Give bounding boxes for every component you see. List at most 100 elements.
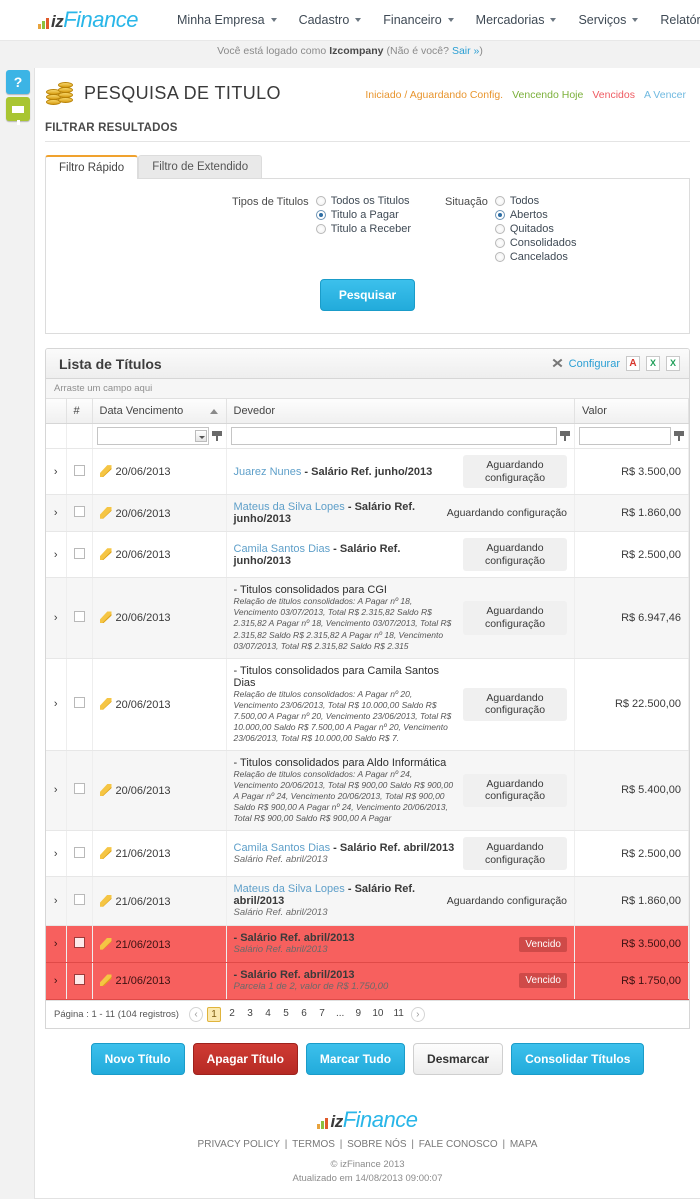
edit-pencil-icon[interactable] (100, 611, 112, 623)
table-row[interactable]: › 20/06/2013 Camila Santos Dias - Salário … (46, 531, 689, 579)
row-checkbox[interactable] (73, 973, 85, 985)
pagination-page-10[interactable]: 10 (372, 1007, 384, 1019)
row-checkbox[interactable] (73, 937, 85, 949)
row-checkbox[interactable] (73, 697, 85, 709)
row-checkbox-cell[interactable] (66, 876, 93, 927)
table-row[interactable]: › 21/06/2013 Camila Santos Dias - Salário … (46, 830, 689, 878)
filter-input-valor[interactable] (579, 427, 671, 445)
row-checkbox[interactable] (73, 894, 85, 906)
table-row[interactable]: › 20/06/2013 Mateus da Silva Lopes - Salár… (46, 494, 689, 533)
nav-item-mercadorias[interactable]: Mercadorias (465, 7, 568, 33)
row-checkbox-cell[interactable] (66, 577, 93, 659)
consolidar-titulos-button[interactable]: Consolidar Títulos (511, 1042, 645, 1075)
excel-export-icon[interactable] (646, 356, 660, 371)
legend-a-vencer[interactable]: A Vencer (643, 89, 686, 101)
edit-pencil-icon[interactable] (100, 548, 112, 560)
pagination-prev[interactable]: ‹ (188, 1006, 203, 1022)
row-checkbox[interactable] (73, 506, 85, 518)
edit-pencil-icon[interactable] (100, 784, 112, 796)
row-expand-icon[interactable]: › (46, 830, 67, 878)
row-checkbox-cell[interactable] (66, 448, 93, 496)
row-checkbox[interactable] (73, 610, 85, 622)
nav-item-minha-empresa[interactable]: Minha Empresa (166, 7, 288, 33)
row-expand-icon[interactable]: › (46, 962, 67, 1000)
row-expand-icon[interactable]: › (46, 494, 67, 533)
row-checkbox-cell[interactable] (66, 962, 93, 1000)
edit-pencil-icon[interactable] (100, 938, 112, 950)
pagination-page-9[interactable]: 9 (355, 1007, 362, 1019)
row-checkbox[interactable] (73, 464, 85, 476)
brand-logo[interactable]: iz Finance (38, 8, 139, 32)
help-tab-button[interactable]: ? (6, 70, 30, 94)
radio-cancelados[interactable]: Cancelados (494, 251, 577, 263)
row-checkbox[interactable] (73, 846, 85, 858)
column-number[interactable]: # (66, 399, 93, 424)
logout-link[interactable]: Sair » (451, 45, 480, 57)
filter-menu-icon-valor[interactable] (674, 430, 684, 442)
footer-link-sobre-nos[interactable]: SOBRE NÓS (347, 1138, 407, 1150)
nav-item-cadastro[interactable]: Cadastro (288, 7, 373, 33)
row-expand-icon[interactable]: › (46, 750, 67, 832)
row-checkbox[interactable] (73, 783, 85, 795)
footer-link-fale-conosco[interactable]: FALE CONOSCO (418, 1138, 498, 1150)
table-row[interactable]: › 20/06/2013 - Titulos consolidados para A… (46, 750, 689, 832)
tab-filtro-extendido[interactable]: Filtro de Extendido (138, 154, 263, 178)
row-checkbox-cell[interactable] (66, 531, 93, 579)
pagination-page-3[interactable]: 3 (247, 1007, 253, 1019)
table-row[interactable]: › 20/06/2013 Juarez Nunes - Salário Ref. j… (46, 448, 689, 496)
footer-link-termos[interactable]: TERMOS (292, 1138, 335, 1150)
pagination-next[interactable]: › (410, 1006, 425, 1022)
debtor-name-link[interactable]: Camila Santos Dias (233, 542, 331, 555)
nav-item-relatorios[interactable]: Relatórios (649, 7, 700, 33)
drag-field-hint[interactable]: Arraste um campo aqui (46, 379, 689, 399)
table-row[interactable]: › 20/06/2013 - Titulos consolidados para C… (46, 658, 689, 751)
row-expand-icon[interactable]: › (46, 531, 67, 579)
debtor-name-link[interactable]: Mateus da Silva Lopes (233, 883, 345, 896)
pagination-page-1[interactable]: 1 (206, 1006, 221, 1022)
row-expand-icon[interactable]: › (46, 925, 67, 964)
legend-vencendo-hoje[interactable]: Vencendo Hoje (512, 89, 584, 101)
edit-pencil-icon[interactable] (100, 465, 112, 477)
pagination-page-11[interactable]: 11 (393, 1007, 404, 1019)
search-button[interactable]: Pesquisar (319, 279, 416, 311)
row-checkbox-cell[interactable] (66, 750, 93, 832)
radio-todos[interactable]: Todos (494, 195, 577, 207)
table-row[interactable]: › 21/06/2013 Mateus da Silva Lopes - Salár… (46, 876, 689, 927)
wrench-icon[interactable] (552, 358, 563, 369)
novo-titulo-button[interactable]: Novo Título (90, 1042, 185, 1075)
edit-pencil-icon[interactable] (100, 698, 112, 710)
radio-consolidados[interactable]: Consolidados (494, 237, 576, 249)
radio-todos-os-titulos[interactable]: Todos os Titulos (315, 195, 411, 207)
row-checkbox-cell[interactable] (66, 494, 93, 533)
edit-pencil-icon[interactable] (100, 974, 112, 986)
pagination-page-6[interactable]: 6 (301, 1007, 307, 1019)
table-row[interactable]: › 21/06/2013 - Salário Ref. abril/2013 Salá… (46, 925, 689, 964)
row-checkbox-cell[interactable] (66, 830, 93, 878)
legend-iniciado[interactable]: Iniciado / Aguardando Config. (365, 89, 504, 101)
filter-input-devedor[interactable] (230, 427, 557, 445)
pagination-page-4[interactable]: 4 (265, 1007, 271, 1019)
pdf-export-icon[interactable] (626, 356, 640, 371)
edit-pencil-icon[interactable] (100, 507, 112, 519)
table-row[interactable]: › 20/06/2013 - Titulos consolidados para C… (46, 577, 689, 659)
configure-link[interactable]: Configurar (568, 357, 620, 370)
radio-titulo-a-pagar[interactable]: Titulo a Pagar (315, 209, 411, 221)
table-row[interactable]: › 21/06/2013 - Salário Ref. abril/2013 Parc… (46, 962, 689, 1000)
apagar-titulo-button[interactable]: Apagar Título (192, 1042, 298, 1075)
legend-vencidos[interactable]: Vencidos (592, 89, 635, 101)
radio-titulo-a-receber[interactable]: Titulo a Receber (315, 223, 411, 235)
row-expand-icon[interactable]: › (46, 577, 67, 659)
footer-link-privacy-policy[interactable]: PRIVACY POLICY (197, 1138, 280, 1150)
filter-tab-button[interactable] (6, 97, 30, 125)
footer-link-mapa[interactable]: MAPA (509, 1138, 538, 1150)
radio-abertos[interactable]: Abertos (494, 209, 577, 221)
column-devedor[interactable]: Devedor (226, 399, 575, 424)
column-valor[interactable]: Valor (574, 399, 689, 424)
chevron-down-icon[interactable] (194, 430, 207, 442)
filter-menu-icon-data[interactable] (211, 430, 222, 442)
row-checkbox[interactable] (73, 547, 85, 559)
desmarcar-button[interactable]: Desmarcar (413, 1042, 504, 1075)
filter-menu-icon-devedor[interactable] (560, 430, 570, 442)
row-checkbox-cell[interactable] (66, 925, 93, 964)
marcar-tudo-button[interactable]: Marcar Tudo (305, 1042, 406, 1075)
